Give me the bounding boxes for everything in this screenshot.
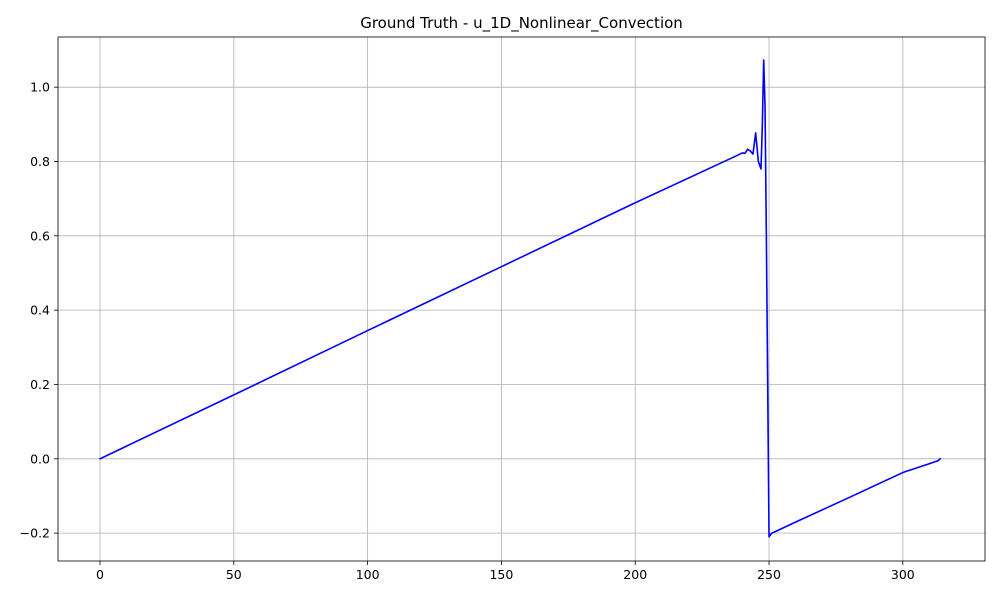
series-layer	[99, 59, 942, 538]
y-tick-label: 0.2	[30, 377, 50, 392]
x-tick-label: 0	[96, 567, 104, 582]
y-axis: −0.2 0.0 0.2 0.4 0.6 0.8 1.0	[20, 80, 58, 541]
y-tick-label: 1.0	[30, 80, 50, 95]
y-tick-label: 0.6	[30, 228, 50, 243]
x-tick-label: 300	[891, 567, 915, 582]
x-tick-label: 50	[226, 567, 242, 582]
x-tick-label: 100	[356, 567, 380, 582]
y-tick-label: 0.8	[30, 154, 50, 169]
y-tick-label: −0.2	[20, 526, 50, 541]
x-axis: 0 50 100 150 200 250 300	[96, 561, 915, 582]
y-tick-label: 0.0	[30, 451, 50, 466]
chart-title: Ground Truth - u_1D_Nonlinear_Convection	[360, 14, 683, 33]
grid	[58, 37, 985, 561]
y-tick-label: 0.4	[30, 303, 50, 318]
x-tick-label: 250	[757, 567, 781, 582]
series-line	[99, 59, 942, 538]
plot-frame	[57, 36, 986, 562]
x-tick-label: 200	[623, 567, 647, 582]
x-tick-label: 150	[489, 567, 513, 582]
